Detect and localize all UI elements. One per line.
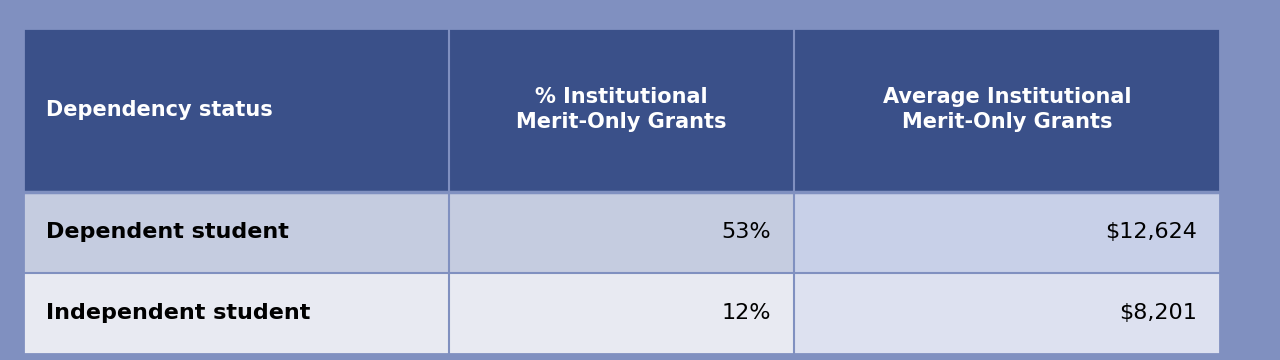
Bar — [23, 273, 449, 354]
Text: Average Institutional
Merit-Only Grants: Average Institutional Merit-Only Grants — [883, 87, 1132, 132]
Bar — [794, 273, 1220, 354]
Text: Independent student: Independent student — [46, 303, 311, 323]
Bar — [794, 192, 1220, 273]
Bar — [449, 192, 794, 273]
Text: Dependency status: Dependency status — [46, 100, 273, 120]
Text: 12%: 12% — [722, 303, 771, 323]
Bar — [23, 28, 449, 192]
Text: $12,624: $12,624 — [1105, 222, 1197, 242]
Bar — [794, 28, 1220, 192]
Bar — [449, 273, 794, 354]
Text: % Institutional
Merit-Only Grants: % Institutional Merit-Only Grants — [516, 87, 727, 132]
Text: $8,201: $8,201 — [1119, 303, 1197, 323]
Bar — [23, 192, 449, 273]
Text: Dependent student: Dependent student — [46, 222, 289, 242]
Bar — [449, 28, 794, 192]
Text: 53%: 53% — [722, 222, 771, 242]
